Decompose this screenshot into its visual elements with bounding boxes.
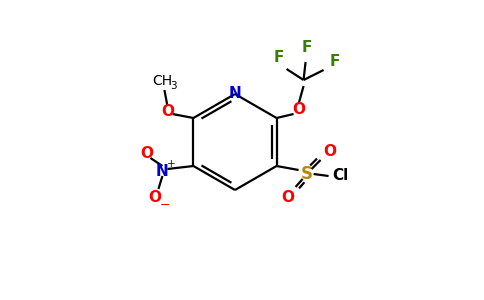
Text: O: O (281, 190, 294, 205)
Text: 3: 3 (170, 81, 177, 91)
Text: N: N (156, 164, 169, 178)
Text: N: N (228, 86, 242, 101)
Text: +: + (167, 159, 176, 169)
Text: CH: CH (152, 74, 172, 88)
Text: O: O (323, 143, 336, 158)
Text: F: F (330, 53, 340, 68)
Text: O: O (140, 146, 153, 161)
Text: −: − (160, 199, 171, 212)
Text: O: O (292, 103, 305, 118)
Text: S: S (301, 165, 313, 183)
Text: F: F (302, 40, 312, 55)
Text: O: O (148, 190, 161, 205)
Text: F: F (273, 50, 284, 64)
Text: Cl: Cl (333, 169, 348, 184)
Text: O: O (161, 104, 174, 119)
